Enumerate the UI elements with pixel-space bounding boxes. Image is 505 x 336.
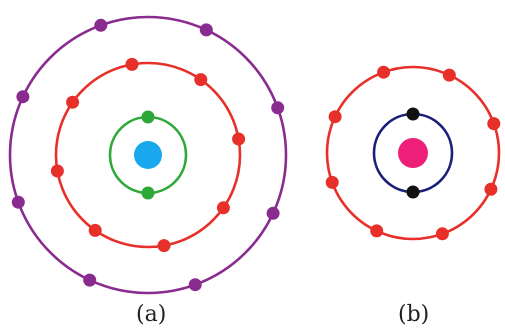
atom-a-shell-2-electron: [50, 164, 64, 178]
atom-b-shell-1-electron: [406, 185, 420, 199]
atom-a-shell-1-electron: [141, 186, 155, 200]
atom-b-shell-2-electron: [484, 182, 498, 196]
atom-b-shell-2-electron: [325, 175, 339, 189]
atom-a-shell-3-electron: [266, 206, 280, 220]
caption-a: (a): [136, 302, 167, 327]
atom-a-shell-2-electron: [216, 201, 230, 215]
atom-a-shell-1-electron: [141, 110, 155, 124]
atom-b-shell-2-electron: [370, 224, 384, 238]
atom-b-nucleus: [398, 138, 428, 168]
atom-a-nucleus: [134, 141, 162, 169]
atom-a-shell-2-electron: [232, 132, 246, 146]
atom-a-shell-3-electron: [83, 273, 97, 287]
atom-b-shell-2-electron: [377, 65, 391, 79]
atom-a-shell-2-electron: [88, 223, 102, 237]
atom-b-shell-2: [325, 65, 501, 241]
atom-a-shell-2-electron: [66, 95, 80, 109]
atom-b: [325, 65, 501, 241]
atom-a-shell-3-electron: [199, 23, 213, 37]
atom-a: [8, 15, 288, 295]
atom-a-shell-2: [54, 61, 242, 249]
atom-a-shell-2-electron: [125, 57, 139, 71]
atom-a-shell-2-electron: [157, 239, 171, 253]
atom-b-shell-2-electron: [435, 227, 449, 241]
atom-a-shell-3-electron: [271, 101, 285, 115]
atom-b-shell-2-electron: [442, 68, 456, 82]
caption-b: (b): [398, 302, 430, 327]
atom-a-shell-3-electron: [94, 18, 108, 32]
atom-a-shell-3-electron: [16, 90, 30, 104]
atom-a-shell-3-electron: [11, 195, 25, 209]
atom-b-shell-2-electron: [487, 117, 501, 131]
atom-a-shell-2-electron: [194, 73, 208, 87]
atom-b-shell-1-electron: [406, 107, 420, 121]
atom-b-shell-2-electron: [328, 110, 342, 124]
atom-a-shell-3: [8, 15, 288, 295]
atom-a-shell-3-electron: [188, 278, 202, 292]
